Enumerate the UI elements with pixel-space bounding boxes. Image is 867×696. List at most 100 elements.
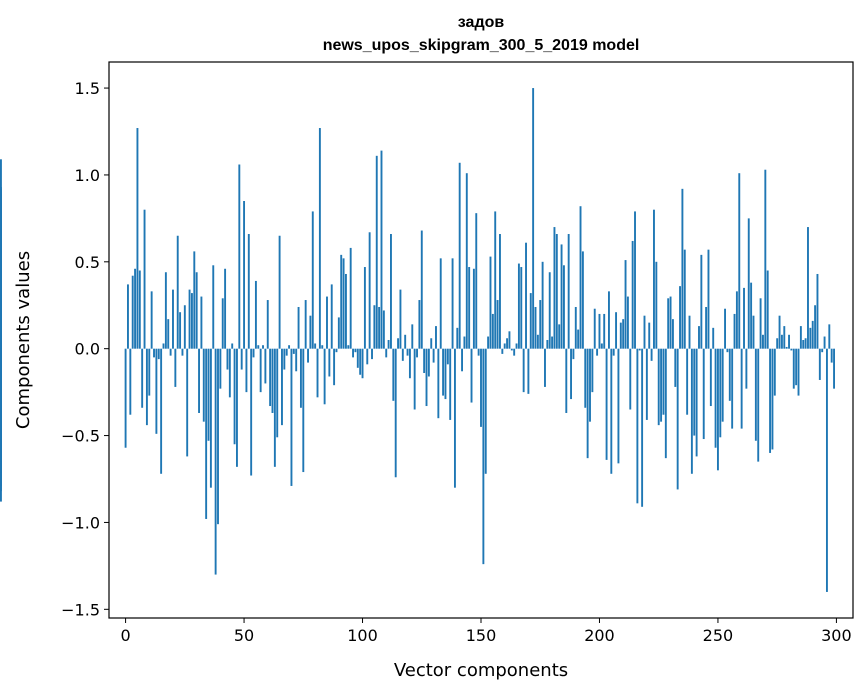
- bar: [679, 286, 681, 349]
- bar: [233, 348, 236, 445]
- bar: [444, 348, 447, 400]
- x-tick-label: 200: [584, 626, 615, 645]
- bar: [281, 348, 283, 426]
- bar: [788, 334, 790, 349]
- bar: [304, 300, 307, 349]
- bar: [510, 348, 513, 351]
- bar: [821, 348, 824, 353]
- bar: [183, 305, 186, 349]
- bar: [430, 338, 433, 349]
- bar: [598, 313, 601, 349]
- bar: [802, 340, 805, 349]
- bar: [733, 313, 736, 349]
- bar: [745, 348, 748, 389]
- bar: [728, 348, 731, 401]
- bar: [397, 338, 400, 349]
- bar: [219, 348, 222, 389]
- bar: [482, 348, 485, 565]
- bar: [172, 289, 174, 349]
- bar: [624, 260, 627, 349]
- bar: [807, 227, 809, 349]
- bar: [541, 261, 544, 349]
- bar: [420, 230, 423, 349]
- bar: [702, 348, 705, 440]
- bar: [160, 348, 163, 474]
- bar: [743, 287, 745, 349]
- bar: [795, 348, 798, 386]
- bar: [217, 348, 219, 525]
- bar: [200, 296, 203, 349]
- bar: [231, 343, 234, 349]
- bar: [148, 348, 151, 396]
- bar: [527, 348, 530, 394]
- bar: [548, 272, 551, 349]
- bar: [638, 348, 641, 351]
- bar: [811, 320, 814, 349]
- bar: [622, 319, 625, 349]
- y-tick-label: −1.5: [61, 600, 100, 619]
- bar: [738, 173, 741, 349]
- bar: [470, 348, 473, 403]
- bar: [799, 326, 802, 349]
- bar: [764, 169, 767, 349]
- bar: [709, 348, 712, 407]
- bar: [453, 348, 456, 488]
- bar: [721, 348, 724, 422]
- bar: [499, 234, 501, 349]
- bar: [226, 348, 229, 370]
- bar: [487, 336, 490, 349]
- bar: [494, 211, 497, 349]
- bar: [352, 348, 354, 358]
- bar: [608, 291, 610, 349]
- bar: [707, 249, 710, 349]
- bar: [586, 348, 589, 459]
- bar: [825, 348, 828, 592]
- bar: [439, 258, 442, 349]
- bar: [186, 348, 189, 457]
- x-tick-label: 0: [120, 626, 130, 645]
- bar: [551, 336, 554, 349]
- bar: [359, 348, 362, 375]
- bar: [792, 348, 795, 389]
- bar: [567, 234, 570, 349]
- bar: [667, 298, 670, 349]
- bar: [143, 209, 146, 349]
- bar: [326, 296, 328, 349]
- bar: [480, 348, 482, 427]
- bar: [626, 296, 629, 349]
- bar: [762, 334, 764, 349]
- bar: [385, 348, 388, 358]
- bar: [344, 273, 347, 349]
- bar: [714, 348, 717, 448]
- bar: [584, 348, 587, 408]
- bar: [515, 343, 518, 349]
- bar: [266, 300, 269, 349]
- y-tick-label: 1.0: [75, 166, 100, 185]
- bar: [833, 348, 835, 389]
- bar: [461, 348, 463, 372]
- bar: [138, 270, 141, 349]
- bar: [671, 319, 674, 349]
- bar: [610, 348, 613, 474]
- bar: [558, 324, 561, 349]
- y-tick-label: 0.0: [75, 340, 100, 359]
- bar: [778, 315, 781, 349]
- bar: [330, 284, 333, 349]
- bar: [153, 348, 155, 358]
- bar: [648, 322, 651, 349]
- bar: [228, 348, 231, 398]
- bar: [705, 306, 708, 349]
- bar: [650, 348, 653, 361]
- bar: [411, 324, 414, 349]
- y-tick-label: −1.0: [61, 513, 100, 532]
- bar: [501, 348, 504, 354]
- bar: [477, 348, 480, 356]
- bar: [674, 348, 677, 387]
- bar: [804, 338, 807, 349]
- bar: [297, 306, 300, 349]
- bar: [408, 348, 411, 379]
- bar: [342, 258, 345, 349]
- bar: [212, 265, 215, 349]
- bar: [236, 348, 238, 467]
- bar: [773, 348, 776, 396]
